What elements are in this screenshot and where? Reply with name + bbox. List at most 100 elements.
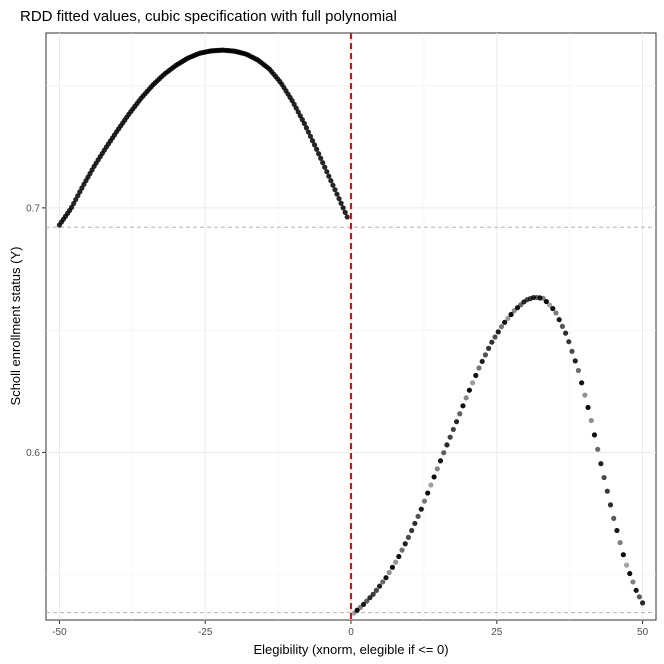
x-tick-label: 25	[491, 627, 503, 638]
point-right	[396, 553, 402, 560]
point-right	[579, 380, 585, 386]
point-left	[69, 204, 75, 210]
point-left	[71, 200, 77, 207]
point-left	[330, 182, 336, 188]
point-right	[572, 358, 578, 364]
point-right	[457, 411, 463, 417]
point-right	[617, 539, 623, 546]
point-right	[393, 559, 399, 565]
point-right	[495, 329, 501, 335]
point-right	[582, 392, 588, 398]
point-left	[301, 120, 307, 127]
point-right	[460, 403, 466, 409]
point-left	[338, 200, 344, 206]
point-right	[367, 595, 373, 601]
point-right	[575, 367, 582, 374]
point-right	[437, 458, 444, 464]
point-left	[334, 191, 340, 197]
point-right	[627, 570, 633, 577]
point-left	[305, 129, 312, 135]
point-right	[469, 380, 476, 386]
point-right	[386, 569, 392, 576]
point-right	[620, 552, 626, 558]
point-right	[376, 583, 383, 589]
point-right	[611, 515, 617, 521]
point-left	[73, 196, 79, 203]
data-points	[56, 47, 646, 616]
point-right	[505, 315, 511, 322]
point-right	[563, 330, 569, 336]
point-right	[636, 594, 642, 600]
point-left	[322, 164, 328, 170]
point-right	[623, 562, 630, 568]
point-left	[342, 209, 348, 215]
point-right	[409, 527, 415, 534]
point-right	[556, 317, 562, 323]
point-left	[77, 189, 83, 195]
point-right	[389, 564, 396, 570]
y-tick-label: 0.7	[26, 203, 40, 214]
y-axis: 0.6 0.7	[26, 203, 46, 459]
point-right	[553, 310, 559, 316]
point-right	[492, 334, 498, 340]
point-left	[75, 193, 81, 199]
point-right	[360, 601, 367, 608]
point-left	[324, 169, 330, 175]
point-right	[502, 319, 508, 325]
point-right	[546, 302, 553, 308]
point-right	[591, 432, 598, 438]
point-left	[299, 117, 305, 123]
point-right	[412, 520, 418, 527]
point-right	[486, 345, 492, 351]
point-right	[466, 387, 472, 393]
x-tick-label: -50	[52, 627, 67, 638]
point-right	[489, 339, 495, 345]
point-right	[588, 417, 594, 424]
point-left	[295, 109, 301, 115]
point-right	[585, 404, 591, 411]
point-right	[402, 541, 408, 547]
point-left	[344, 214, 350, 220]
point-right	[630, 579, 636, 585]
point-right	[415, 513, 421, 519]
point-right	[540, 295, 546, 301]
point-right	[447, 434, 453, 440]
point-right	[595, 446, 601, 452]
point-right	[418, 506, 424, 512]
point-right	[508, 311, 514, 318]
point-right	[405, 534, 412, 540]
point-right	[476, 365, 482, 371]
point-right	[633, 587, 639, 593]
point-right	[607, 502, 614, 508]
point-right	[450, 426, 456, 433]
point-right	[444, 442, 450, 448]
point-right	[543, 298, 549, 305]
point-right	[498, 324, 505, 330]
point-right	[639, 600, 646, 606]
point-right	[364, 598, 370, 604]
y-axis-title: Scholl enrollment status (Y)	[8, 247, 23, 406]
point-right	[550, 305, 556, 312]
point-right	[383, 575, 389, 581]
point-right	[614, 527, 620, 534]
point-left	[313, 146, 320, 152]
x-axis: -50 -25 0 25 50	[52, 620, 649, 638]
point-right	[425, 490, 431, 496]
point-right	[566, 339, 572, 345]
x-tick-label: 50	[637, 627, 649, 638]
point-right	[569, 348, 575, 354]
x-axis-title: Elegibility (xnorm, elegible if <= 0)	[253, 642, 448, 657]
point-left	[336, 196, 342, 202]
point-right	[431, 474, 437, 480]
chart-title: RDD fitted values, cubic specification w…	[20, 8, 397, 25]
point-right	[441, 450, 447, 456]
point-right	[380, 579, 386, 585]
point-left	[340, 205, 346, 211]
point-left	[328, 178, 334, 184]
point-left	[293, 105, 299, 111]
point-left	[320, 160, 326, 166]
x-tick-label: 0	[348, 627, 354, 638]
point-right	[604, 488, 610, 494]
point-right	[601, 474, 607, 481]
